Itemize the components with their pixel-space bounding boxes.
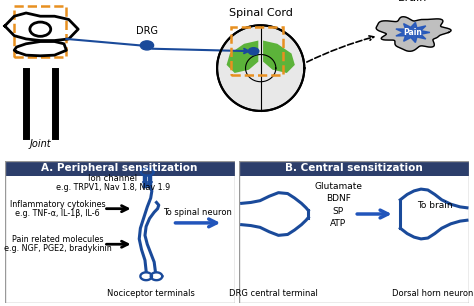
Polygon shape xyxy=(227,41,258,73)
FancyBboxPatch shape xyxy=(5,161,235,176)
Text: Inflammatory cytokines: Inflammatory cytokines xyxy=(10,200,105,209)
Bar xyxy=(231,27,283,75)
Text: Spinal Cord: Spinal Cord xyxy=(229,8,292,18)
Text: e.g. TNF-α, IL-1β, IL-6: e.g. TNF-α, IL-1β, IL-6 xyxy=(15,209,100,218)
Text: Dorsal horn neuron: Dorsal horn neuron xyxy=(392,289,473,298)
Text: Ion channel: Ion channel xyxy=(88,174,137,183)
Text: Joint: Joint xyxy=(29,139,51,149)
Text: A. Peripheral sensitization: A. Peripheral sensitization xyxy=(42,163,198,173)
Text: SP: SP xyxy=(333,207,344,216)
Text: To brain: To brain xyxy=(417,201,453,210)
Polygon shape xyxy=(396,22,430,43)
Text: Pain: Pain xyxy=(403,28,422,37)
Text: To spinal neuron: To spinal neuron xyxy=(164,208,232,217)
Text: Brain: Brain xyxy=(398,0,427,3)
Polygon shape xyxy=(376,17,451,51)
Polygon shape xyxy=(263,41,295,73)
Text: DRG central terminal: DRG central terminal xyxy=(229,289,319,298)
Text: e.g. TRPV1, Nav 1.8, Nav 1.9: e.g. TRPV1, Nav 1.8, Nav 1.9 xyxy=(55,183,170,192)
Text: B. Central sensitization: B. Central sensitization xyxy=(285,163,423,173)
Text: ATP: ATP xyxy=(330,219,346,228)
Circle shape xyxy=(248,48,259,55)
Polygon shape xyxy=(217,25,304,111)
Text: e.g. NGF, PGE2, bradykinin: e.g. NGF, PGE2, bradykinin xyxy=(4,244,111,253)
Text: DRG: DRG xyxy=(136,26,158,36)
Circle shape xyxy=(140,41,154,50)
Text: Glutamate: Glutamate xyxy=(314,182,362,191)
Bar xyxy=(14,6,66,57)
Text: Pain related molecules: Pain related molecules xyxy=(12,235,103,244)
Text: Nociceptor terminals: Nociceptor terminals xyxy=(107,289,195,298)
FancyBboxPatch shape xyxy=(239,161,469,176)
Text: BDNF: BDNF xyxy=(326,194,351,203)
